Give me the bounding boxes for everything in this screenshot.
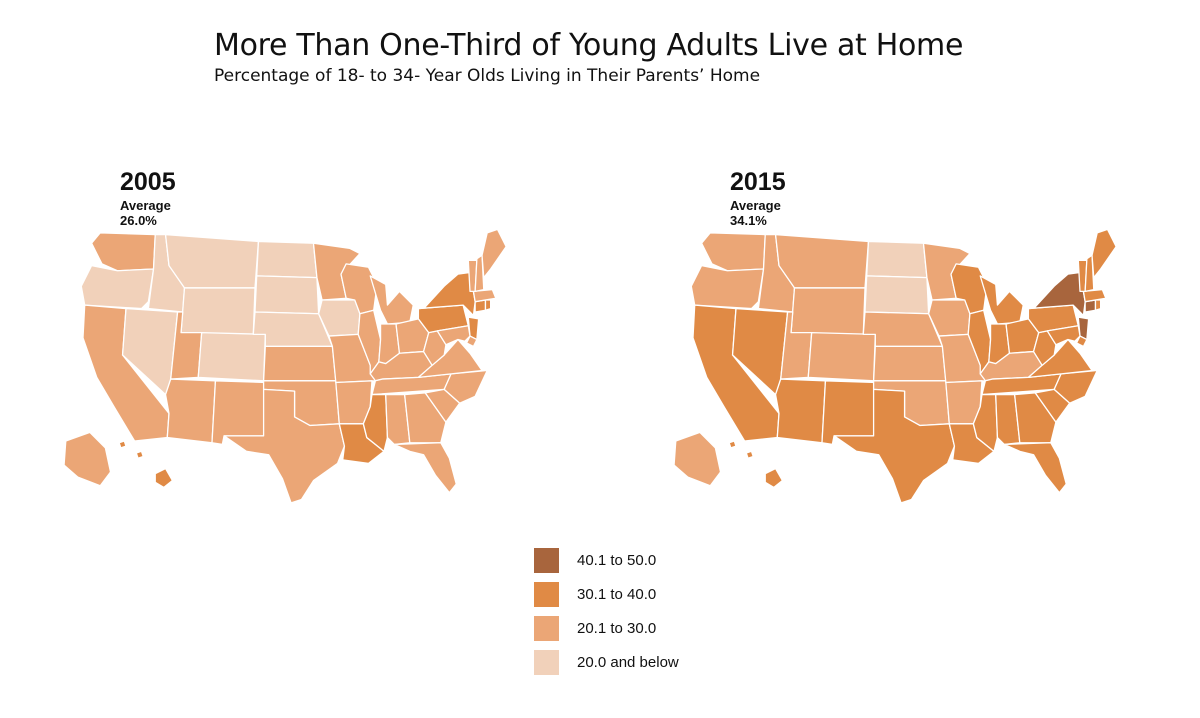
state-georgia [1013, 392, 1057, 444]
state-south-dakota [864, 275, 930, 315]
state-new-hampshire [1084, 254, 1095, 293]
state-massachusetts [1082, 288, 1107, 303]
state-hawaii [118, 440, 174, 489]
state-north-dakota [256, 240, 318, 279]
state-oregon [80, 264, 155, 310]
state-maryland [436, 325, 471, 346]
state-montana [164, 233, 260, 289]
map-year: 2015 [730, 168, 786, 196]
state-wyoming [180, 287, 256, 336]
state-new-mexico [211, 380, 266, 446]
state-florida [393, 442, 457, 494]
state-kansas [872, 345, 947, 382]
chart-title: More Than One-Third of Young Adults Live… [214, 28, 964, 63]
state-michigan [369, 275, 414, 325]
state-colorado [807, 331, 876, 382]
legend-label: 40.1 to 50.0 [577, 552, 657, 569]
state-delaware [465, 335, 478, 348]
state-delaware [1075, 335, 1088, 348]
state-alaska [673, 431, 722, 487]
legend-label: 20.0 and below [577, 654, 679, 671]
state-new-mexico [821, 380, 876, 446]
state-washington [700, 232, 766, 272]
us-map-2005 [63, 228, 507, 504]
state-north-carolina [443, 369, 488, 404]
chart-subtitle: Percentage of 18- to 34- Year Olds Livin… [214, 66, 761, 86]
state-oregon [690, 264, 765, 310]
us-map-2015 [673, 228, 1117, 504]
map-average: Average 26.0% [120, 198, 171, 228]
state-washington [90, 232, 156, 272]
state-maine [1091, 228, 1117, 279]
state-north-dakota [866, 240, 928, 279]
state-south-dakota [254, 275, 320, 315]
legend-item: 40.1 to 50.0 [534, 548, 734, 574]
state-kansas [262, 345, 337, 382]
legend-item: 20.0 and below [534, 650, 734, 676]
state-maryland [1046, 325, 1081, 346]
legend-swatch [534, 650, 559, 675]
state-colorado [197, 331, 266, 382]
legend-item: 20.1 to 30.0 [534, 616, 734, 642]
legend-label: 30.1 to 40.0 [577, 586, 657, 603]
state-wyoming [790, 287, 866, 336]
map-average: Average 34.1% [730, 198, 781, 228]
legend-swatch [534, 548, 559, 573]
legend-swatch [534, 582, 559, 607]
state-texas [833, 388, 956, 504]
state-maine [481, 228, 507, 279]
state-new-hampshire [474, 254, 485, 293]
map-year: 2005 [120, 168, 176, 196]
state-arizona [164, 378, 217, 444]
state-rhode-island [484, 299, 492, 311]
state-montana [774, 233, 870, 289]
legend-item: 30.1 to 40.0 [534, 582, 734, 608]
state-north-carolina [1053, 369, 1098, 404]
state-michigan [979, 275, 1024, 325]
state-florida [1003, 442, 1067, 494]
legend-label: 20.1 to 30.0 [577, 620, 657, 637]
state-georgia [403, 392, 447, 444]
state-rhode-island [1094, 299, 1102, 311]
legend-swatch [534, 616, 559, 641]
state-massachusetts [472, 288, 497, 303]
state-texas [223, 388, 346, 504]
state-alaska [63, 431, 112, 487]
state-arizona [774, 378, 827, 444]
state-hawaii [728, 440, 784, 489]
